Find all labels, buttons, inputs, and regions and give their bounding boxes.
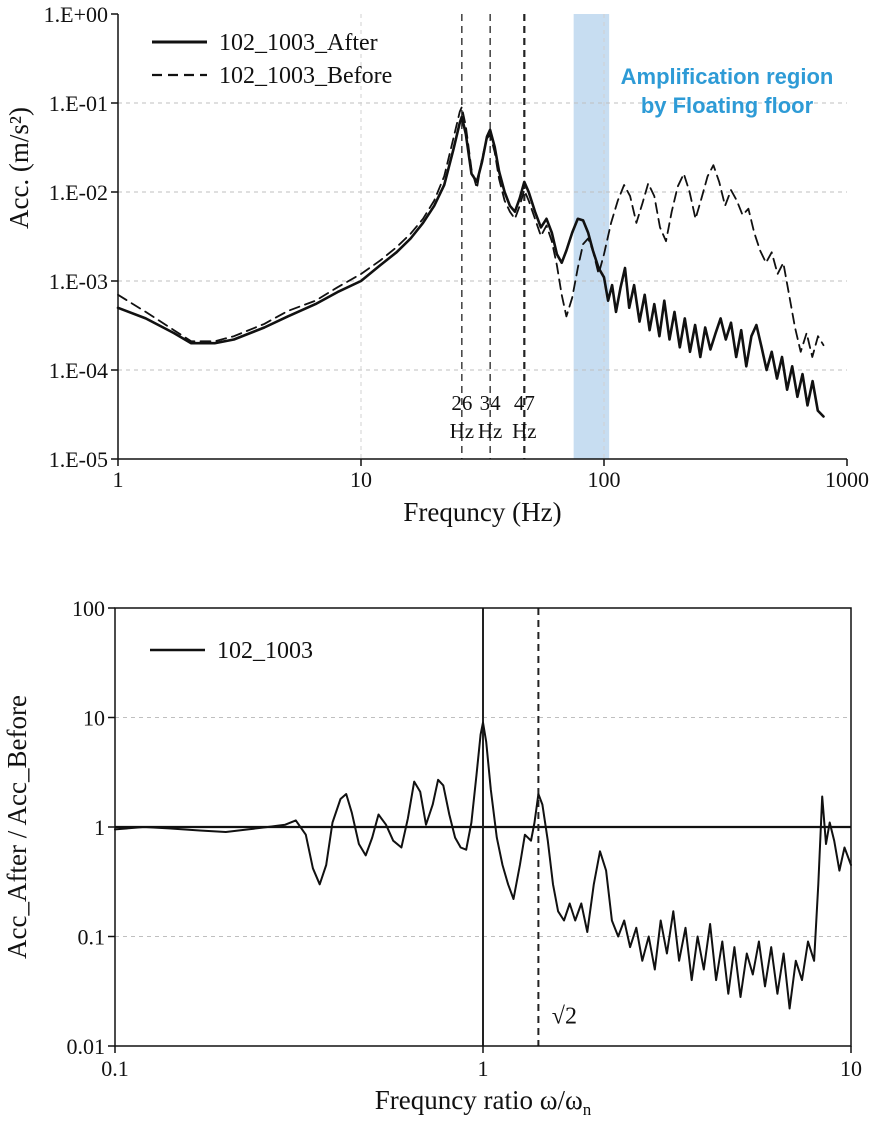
y-tick-label: 1 bbox=[94, 815, 105, 840]
y-tick-label: 100 bbox=[72, 596, 105, 621]
legend-label: 102_1003_Before bbox=[219, 63, 392, 89]
x-tick-label: 10 bbox=[840, 1056, 862, 1081]
vline-label: 34 bbox=[480, 391, 502, 415]
amplification-band bbox=[573, 14, 610, 459]
y-tick-label: 0.01 bbox=[67, 1034, 106, 1059]
x-axis-label: Frequncy ratio ω/ωn bbox=[375, 1085, 592, 1119]
y-tick-label: 1.E+00 bbox=[44, 2, 108, 27]
band-label: by Floating floor bbox=[641, 93, 814, 118]
band-label: Amplification region bbox=[621, 64, 834, 89]
y-axis-label: Acc_After / Acc_Before bbox=[2, 695, 32, 959]
vline-label: 26 bbox=[451, 391, 472, 415]
y-tick-label: 10 bbox=[83, 706, 105, 731]
y-tick-label: 0.1 bbox=[78, 925, 106, 950]
legend-label: 102_1003_After bbox=[219, 30, 378, 56]
x-tick-label: 1 bbox=[478, 1056, 489, 1081]
y-axis-label: Acc. (m/s²) bbox=[4, 107, 34, 229]
y-tick-label: 1.E-04 bbox=[49, 358, 108, 383]
vline-label: Hz bbox=[450, 419, 475, 443]
series-102_1003_After bbox=[116, 115, 825, 418]
x-axis-label: Frequncy (Hz) bbox=[403, 497, 561, 527]
x-tick-label: 0.1 bbox=[101, 1056, 129, 1081]
x-tick-label: 100 bbox=[588, 467, 621, 492]
legend-label: 102_1003 bbox=[217, 638, 313, 664]
vline-label: Hz bbox=[512, 419, 537, 443]
y-tick-label: 1.E-01 bbox=[49, 91, 108, 116]
x-tick-label: 10 bbox=[350, 467, 372, 492]
x-tick-label: 1000 bbox=[825, 467, 869, 492]
series-102_1003_Before bbox=[117, 106, 825, 358]
x-tick-label: 1 bbox=[113, 467, 124, 492]
vline-label: Hz bbox=[478, 419, 503, 443]
annotation-label: √2 bbox=[552, 1004, 577, 1030]
y-tick-label: 1.E-02 bbox=[49, 180, 108, 205]
y-tick-label: 1.E-03 bbox=[49, 269, 108, 294]
series-102_1003 bbox=[114, 721, 852, 1010]
y-tick-label: 1.E-05 bbox=[49, 447, 108, 472]
vline-label: 47 bbox=[514, 391, 535, 415]
